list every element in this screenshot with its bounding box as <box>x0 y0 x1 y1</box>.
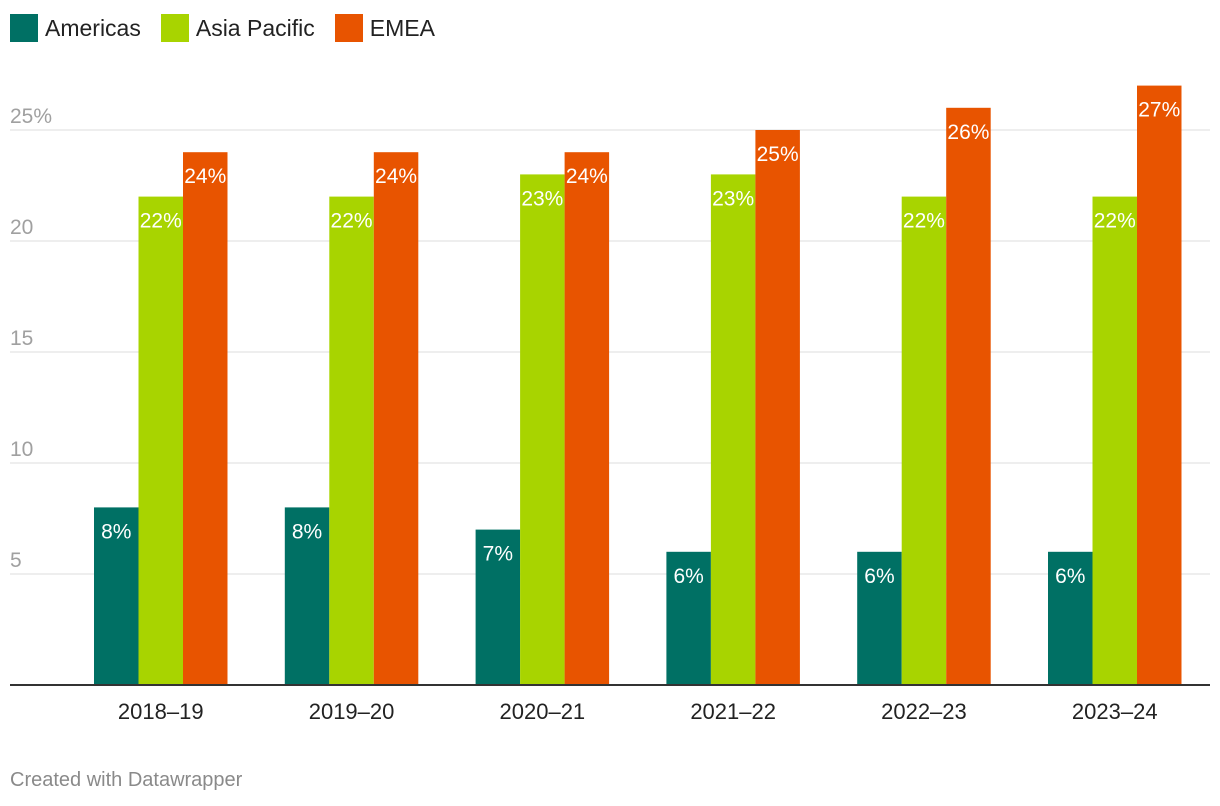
legend-swatch <box>334 14 363 42</box>
bar-emea <box>755 130 800 685</box>
bar-value-label: 22% <box>1094 210 1136 233</box>
legend-item: Asia Pacific <box>160 14 315 42</box>
bar-emea <box>183 152 228 685</box>
x-tick-label: 2018–19 <box>118 699 204 724</box>
bar-value-label: 23% <box>521 187 563 210</box>
bar-value-label: 22% <box>903 210 945 233</box>
y-tick-label: 25% <box>10 105 52 128</box>
bar-value-label: 22% <box>331 210 373 233</box>
y-tick-label: 5 <box>10 549 22 572</box>
bar-value-label: 6% <box>673 565 703 588</box>
legend-item: EMEA <box>334 14 435 42</box>
legend-swatch <box>10 14 38 42</box>
credit-footer: Created with Datawrapper <box>10 769 243 791</box>
legend: Americas Asia Pacific EMEA <box>10 12 455 44</box>
bar-value-label: 6% <box>1055 565 1085 588</box>
bar-americas <box>284 507 330 685</box>
bar-emea <box>1137 85 1182 686</box>
x-tick-label: 2019–20 <box>309 699 395 724</box>
legend-swatch <box>160 14 189 42</box>
bar-value-label: 23% <box>712 187 754 210</box>
legend-item: Americas <box>10 14 141 42</box>
bar-value-label: 25% <box>757 143 799 166</box>
x-tick-label: 2021–22 <box>690 699 776 724</box>
bar-americas <box>94 507 139 685</box>
bar-value-label: 6% <box>864 565 894 588</box>
bar-value-label: 8% <box>101 520 131 543</box>
bar-asia-pacific <box>520 174 565 685</box>
bar-value-label: 24% <box>184 165 226 188</box>
x-tick-label: 2022–23 <box>881 699 967 724</box>
bar-value-label: 8% <box>292 520 322 543</box>
legend-label: Americas <box>45 14 141 41</box>
bar-emea <box>373 152 419 685</box>
y-tick-label: 10 <box>10 438 33 461</box>
legend-label: EMEA <box>369 14 435 41</box>
bar-value-label: 27% <box>1138 99 1180 122</box>
bar-value-label: 7% <box>483 543 513 566</box>
bar-asia-pacific <box>138 196 183 685</box>
bar-asia-pacific <box>901 196 947 685</box>
bar-asia-pacific <box>329 196 374 685</box>
bar-americas <box>666 551 711 685</box>
bar-asia-pacific <box>710 174 756 685</box>
bar-asia-pacific <box>1092 196 1137 685</box>
y-tick-label: 15 <box>10 327 33 350</box>
bar-emea <box>564 152 610 685</box>
y-tick-label: 20 <box>10 216 33 239</box>
x-tick-label: 2023–24 <box>1072 699 1158 724</box>
bar-value-label: 24% <box>375 165 417 188</box>
bar-value-label: 24% <box>566 165 608 188</box>
legend-label: Asia Pacific <box>195 14 315 41</box>
bar-americas <box>857 551 902 685</box>
bar-value-label: 22% <box>140 210 182 233</box>
bar-americas <box>475 529 521 685</box>
bar-americas <box>1048 551 1093 685</box>
x-tick-label: 2020–21 <box>500 699 586 724</box>
bar-value-label: 26% <box>947 121 989 144</box>
bar-emea <box>946 107 991 686</box>
